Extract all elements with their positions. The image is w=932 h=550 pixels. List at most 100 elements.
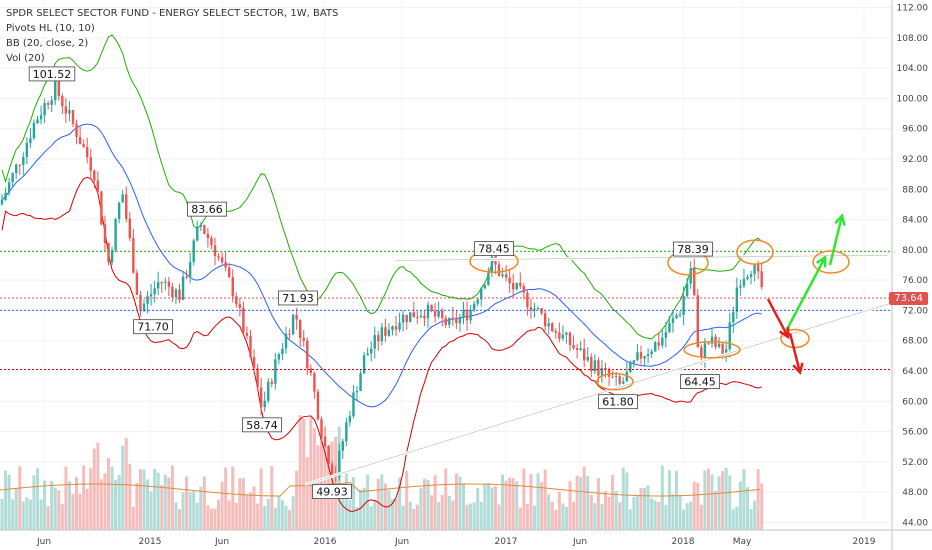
volume-bar bbox=[252, 486, 256, 530]
volume-bar bbox=[618, 502, 622, 530]
candle-body bbox=[547, 323, 550, 327]
pivot-text: 58.74 bbox=[246, 419, 278, 432]
volume-bar bbox=[259, 468, 263, 530]
volume-bar bbox=[124, 438, 128, 530]
candle-body bbox=[756, 264, 760, 272]
volume-bar bbox=[0, 499, 4, 530]
candle-body bbox=[54, 80, 57, 101]
volume-bar bbox=[53, 487, 57, 530]
volume-bar bbox=[220, 481, 224, 530]
user-drawings bbox=[304, 213, 893, 487]
volume-bar bbox=[692, 481, 696, 530]
volume-bar bbox=[405, 470, 409, 530]
indicator-pivots[interactable]: Pivots HL (10, 10) bbox=[6, 23, 95, 34]
candle-body bbox=[323, 436, 327, 447]
volume-bar bbox=[678, 495, 682, 530]
volume-bar bbox=[273, 507, 277, 530]
candle-body bbox=[32, 123, 36, 139]
volume-bar bbox=[426, 480, 430, 530]
volume-bar bbox=[192, 491, 196, 530]
price-tick-label: 108.00 bbox=[897, 34, 929, 44]
volume-bar bbox=[479, 502, 483, 530]
volume-bars bbox=[0, 415, 764, 530]
volume-bar bbox=[309, 417, 313, 530]
candle-body bbox=[238, 304, 242, 308]
volume-bar bbox=[188, 492, 192, 530]
volume-ma-line bbox=[0, 482, 761, 497]
volume-bar bbox=[369, 506, 373, 530]
volume-bar bbox=[249, 492, 252, 530]
price-tick-label: 76.00 bbox=[902, 276, 928, 286]
candle-body bbox=[590, 356, 593, 372]
candle-body bbox=[259, 387, 263, 408]
price-tick-label: 92.00 bbox=[902, 155, 928, 165]
candle-body bbox=[249, 335, 252, 358]
volume-bar bbox=[46, 505, 50, 530]
volume-bar bbox=[433, 475, 437, 530]
volume-bar bbox=[18, 466, 22, 530]
candle-body bbox=[710, 336, 714, 344]
candle-body bbox=[235, 296, 238, 305]
volume-bar bbox=[199, 487, 203, 530]
candle-body bbox=[373, 335, 376, 349]
volume-bar bbox=[408, 501, 412, 530]
volume-bar bbox=[483, 483, 487, 530]
pivot-text: 71.93 bbox=[282, 292, 314, 305]
candle-body bbox=[689, 268, 692, 284]
candle-body bbox=[433, 310, 437, 317]
candle-body bbox=[732, 311, 735, 323]
volume-bar bbox=[163, 474, 167, 530]
volume-bar bbox=[128, 463, 132, 530]
candle-body bbox=[256, 368, 259, 388]
candle-body bbox=[295, 314, 298, 320]
candle-body bbox=[593, 360, 597, 372]
volume-bar bbox=[167, 477, 171, 530]
price-tick-label: 60.00 bbox=[902, 397, 928, 407]
volume-bar bbox=[422, 478, 426, 530]
candle-body bbox=[213, 245, 217, 257]
candle-body bbox=[384, 327, 387, 336]
candle-body bbox=[185, 276, 188, 278]
bollinger-bands bbox=[1, 34, 763, 512]
candle-body bbox=[760, 271, 763, 287]
candle-body bbox=[61, 96, 64, 107]
volume-bar bbox=[32, 475, 36, 530]
indicator-bb[interactable]: BB (20, close, 2) bbox=[6, 38, 89, 49]
candle-body bbox=[469, 309, 472, 321]
candle-body bbox=[22, 156, 25, 165]
green-arrow-2-head bbox=[834, 213, 846, 226]
pivot-label: 71.93 bbox=[278, 290, 318, 306]
volume-bar bbox=[486, 482, 490, 530]
volume-bar bbox=[234, 502, 238, 530]
grid bbox=[0, 0, 892, 530]
volume-bar bbox=[469, 503, 473, 530]
volume-bar bbox=[28, 499, 32, 530]
volume-bar bbox=[96, 442, 100, 530]
volume-ma bbox=[0, 482, 761, 497]
time-tick-label: Jun bbox=[214, 537, 229, 547]
pivot-box bbox=[474, 241, 514, 256]
candle-body bbox=[157, 282, 160, 289]
candle-body bbox=[423, 315, 426, 319]
candle-body bbox=[100, 191, 103, 225]
red-arrow-2 bbox=[788, 332, 802, 373]
volume-bar bbox=[465, 504, 469, 530]
indicator-vol[interactable]: Vol (20) bbox=[6, 53, 45, 64]
volume-bar bbox=[291, 496, 295, 530]
red-arrow-1-head bbox=[778, 326, 790, 340]
volume-bar bbox=[355, 506, 359, 530]
volume-bar bbox=[146, 479, 150, 530]
green-arrow-1 bbox=[783, 256, 827, 334]
volume-bar bbox=[142, 469, 146, 530]
candle-body bbox=[554, 331, 557, 333]
candle-body bbox=[583, 348, 586, 361]
volume-bar bbox=[586, 476, 590, 530]
volume-bar bbox=[582, 466, 586, 530]
chart-legend: SPDR SELECT SECTOR FUND - ENERGY SELECT … bbox=[6, 6, 338, 66]
candle-body bbox=[366, 353, 369, 356]
pivot-labels: 101.52 71.70 83.66 58.74 71.93 49.93 78.45 61.8… bbox=[28, 66, 720, 499]
volume-bar bbox=[256, 503, 260, 530]
candle-body bbox=[490, 256, 494, 273]
volume-bar bbox=[721, 471, 725, 530]
